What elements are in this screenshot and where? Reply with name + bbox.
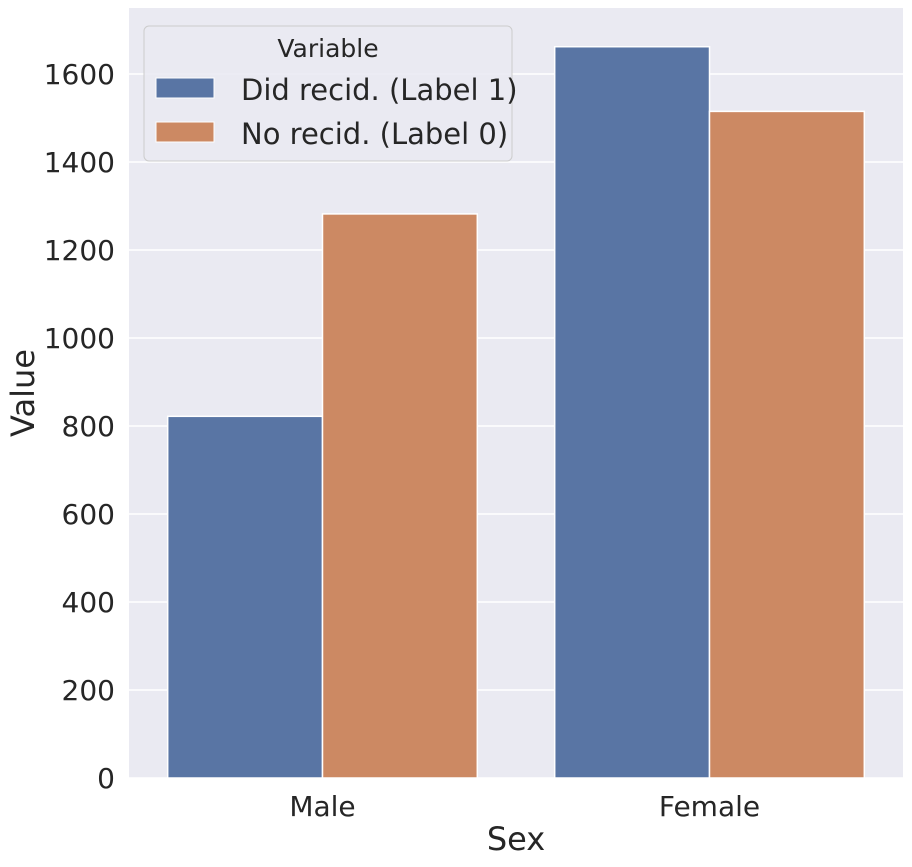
x-tick-label: Male — [289, 790, 355, 823]
x-tick-labels: Male Female — [289, 790, 760, 823]
legend-swatch — [155, 77, 215, 99]
bars — [166, 45, 866, 779]
y-tick-label: 1000 — [44, 322, 115, 355]
y-tick-label: 1400 — [44, 146, 115, 179]
legend-title: Variable — [277, 34, 378, 63]
x-tick-label: Female — [659, 790, 760, 823]
legend-box — [143, 25, 513, 162]
bar — [321, 213, 479, 779]
y-tick-label: 1600 — [44, 58, 115, 91]
y-tick-label: 1200 — [44, 234, 115, 267]
y-tick-label: 800 — [62, 410, 115, 443]
y-tick-label: 200 — [62, 674, 115, 707]
y-tick-label: 600 — [62, 498, 115, 531]
legend: Variable Did recid. (Label 1) No recid. (… — [143, 25, 518, 162]
bar — [553, 45, 711, 779]
legend-label: No recid. (Label 0) — [241, 117, 508, 151]
y-tick-label: 0 — [97, 762, 115, 795]
y-tick-labels: 0 200 400 600 800 1000 1200 1400 1600 — [44, 58, 115, 795]
y-tick-label: 400 — [62, 586, 115, 619]
legend-swatch — [155, 121, 215, 143]
legend-label: Did recid. (Label 1) — [241, 73, 518, 107]
y-axis-title: Value — [4, 349, 42, 437]
legend-items: Did recid. (Label 1) No recid. (Label 0) — [155, 73, 518, 151]
x-axis-title: Sex — [487, 820, 545, 858]
bar — [708, 110, 866, 779]
bar — [166, 415, 324, 779]
